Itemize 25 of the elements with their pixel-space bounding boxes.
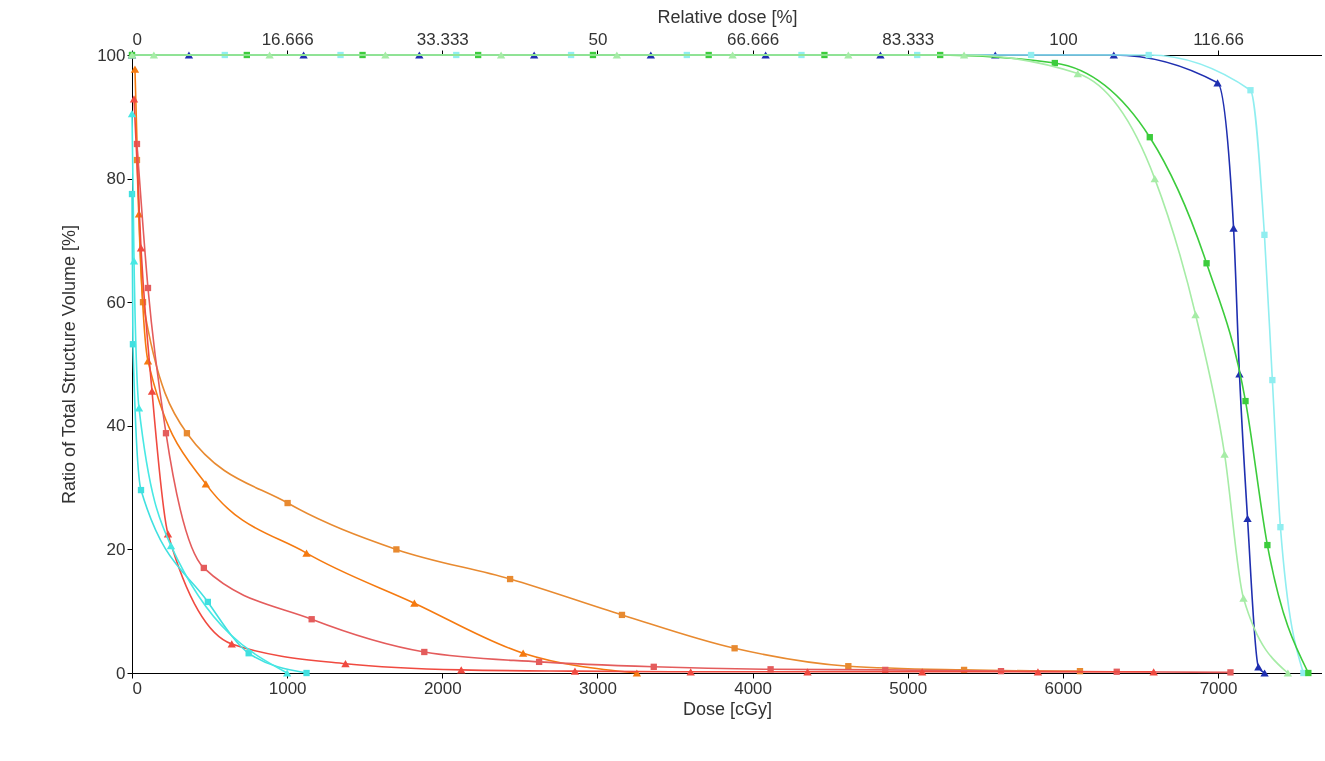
- x-tick-label: 7000: [1199, 678, 1238, 698]
- x2-tick-label: 0: [132, 29, 142, 49]
- x-tick-label: 5000: [889, 678, 928, 698]
- x-axis-title: Dose [cGy]: [682, 698, 773, 719]
- x2-tick-label: 66.666: [727, 29, 780, 49]
- x-tick-label: 3000: [579, 678, 617, 698]
- y-tick-label: 60: [106, 292, 126, 312]
- x-tick-label: 6000: [1044, 678, 1083, 698]
- y-tick-label: 80: [106, 169, 126, 189]
- x2-tick-label: 33.333: [416, 29, 469, 49]
- x2-tick-label: 16.666: [261, 29, 314, 49]
- x2-axis-title: Relative dose [%]: [657, 6, 798, 27]
- y-tick-label: 100: [97, 45, 126, 65]
- y-tick-label: 0: [116, 663, 126, 683]
- x-tick-label: 2000: [423, 678, 462, 698]
- x2-tick-label: 50: [588, 29, 608, 49]
- x2-tick-label: 83.333: [882, 29, 935, 49]
- x-tick-label: 0: [132, 678, 142, 698]
- y-tick-label: 40: [106, 416, 126, 436]
- x2-tick-label: 116.66: [1193, 29, 1244, 49]
- y-tick-label: 20: [106, 539, 126, 559]
- x-tick-label: 4000: [734, 678, 773, 698]
- y-axis-title: Ratio of Total Structure Volume [%]: [59, 225, 80, 504]
- x-tick-label: 1000: [268, 678, 307, 698]
- x2-tick-label: 100: [1049, 29, 1078, 49]
